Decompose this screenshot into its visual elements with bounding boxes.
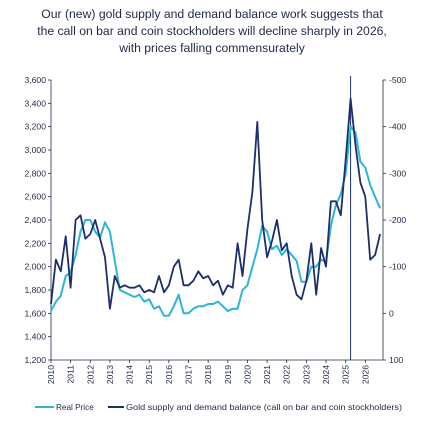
left-tick-label: 3,400 [24,98,46,108]
left-tick-label: 2,200 [24,238,46,248]
x-tick-label: 2013 [105,365,115,384]
chart-title: Our (new) gold supply and demand balance… [0,6,424,57]
x-tick-label: 2018 [203,365,213,384]
title-line-3: with prices falling commensurately [119,41,305,55]
legend-label-real-price: Real Price [56,403,94,412]
left-tick-label: 1,800 [24,285,46,295]
left-tick-label: 3,200 [24,122,46,132]
right-tick-label: 100 [389,355,404,365]
left-tick-label: 2,000 [24,262,46,272]
right-tick-label: -400 [389,122,406,132]
left-tick-label: 1,600 [24,308,46,318]
x-tick-label: 2012 [85,365,95,384]
series-line-real-price [50,125,382,317]
x-tick-label: 2010 [46,365,56,384]
title-line-2: the call on bar and coin stockholders wi… [37,24,387,38]
x-tick-label: 2015 [144,365,154,384]
right-tick-label: 0 [389,308,394,318]
x-tick-label: 2026 [360,365,370,384]
x-tick-label: 2024 [321,365,331,384]
title-line-1: Our (new) gold supply and demand balance… [41,7,383,21]
left-tick-label: 2,600 [24,192,46,202]
left-tick-label: 1,200 [24,355,46,365]
left-tick-label: 2,800 [24,168,46,178]
x-tick-label: 2020 [242,365,252,384]
x-tick-label: 2025 [341,365,351,384]
x-tick-label: 2021 [262,365,272,384]
x-tick-label: 2023 [301,365,311,384]
left-tick-label: 1,400 [24,332,46,342]
series-lines [50,97,382,317]
x-tick-label: 2014 [125,365,135,384]
legend-label-balance: Gold supply and demand balance (call on … [126,403,402,412]
left-tick-label: 3,000 [24,145,46,155]
right-tick-label: -500 [389,75,406,85]
right-tick-label: -100 [389,262,406,272]
right-tick-label: -300 [389,168,406,178]
legend: Real Price Gold supply and demand balance… [35,403,402,412]
left-tick-label: 3,600 [24,75,46,85]
series-line-balance [50,97,381,310]
axes: 3,600 3,400 3,200 3,000 2,800 2,600 2,400 2,200… [24,75,406,384]
right-tick-label: -200 [389,215,406,225]
x-tick-label: 2022 [282,365,292,384]
x-tick-label: 2019 [223,365,233,384]
x-tick-label: 2011 [66,365,76,384]
x-tick-label: 2017 [184,365,194,384]
left-tick-label: 2,400 [24,215,46,225]
x-tick-label: 2016 [164,365,174,384]
